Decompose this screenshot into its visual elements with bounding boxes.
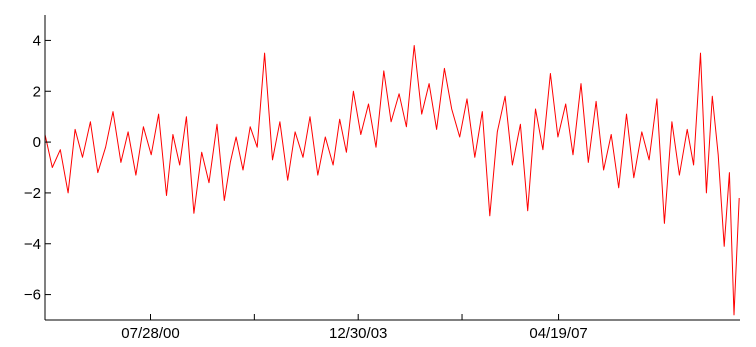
plot-area	[44, 45, 740, 316]
y-tick-label: 0	[33, 134, 41, 151]
y-tick-label: −2	[24, 185, 41, 202]
y-axis: 4 2 0 −2 −4 −6	[24, 15, 51, 320]
x-tick-label: 12/30/03	[329, 325, 387, 342]
y-tick-label: −4	[24, 236, 41, 253]
series-line	[44, 45, 740, 316]
x-axis: 07/28/00 12/30/03 04/19/07	[45, 314, 740, 342]
y-tick-label: 4	[33, 32, 41, 49]
x-tick-label: 04/19/07	[529, 325, 587, 342]
y-tick-label: −6	[24, 287, 41, 304]
y-tick-label: 2	[33, 83, 41, 100]
x-tick-label: 07/28/00	[121, 325, 179, 342]
